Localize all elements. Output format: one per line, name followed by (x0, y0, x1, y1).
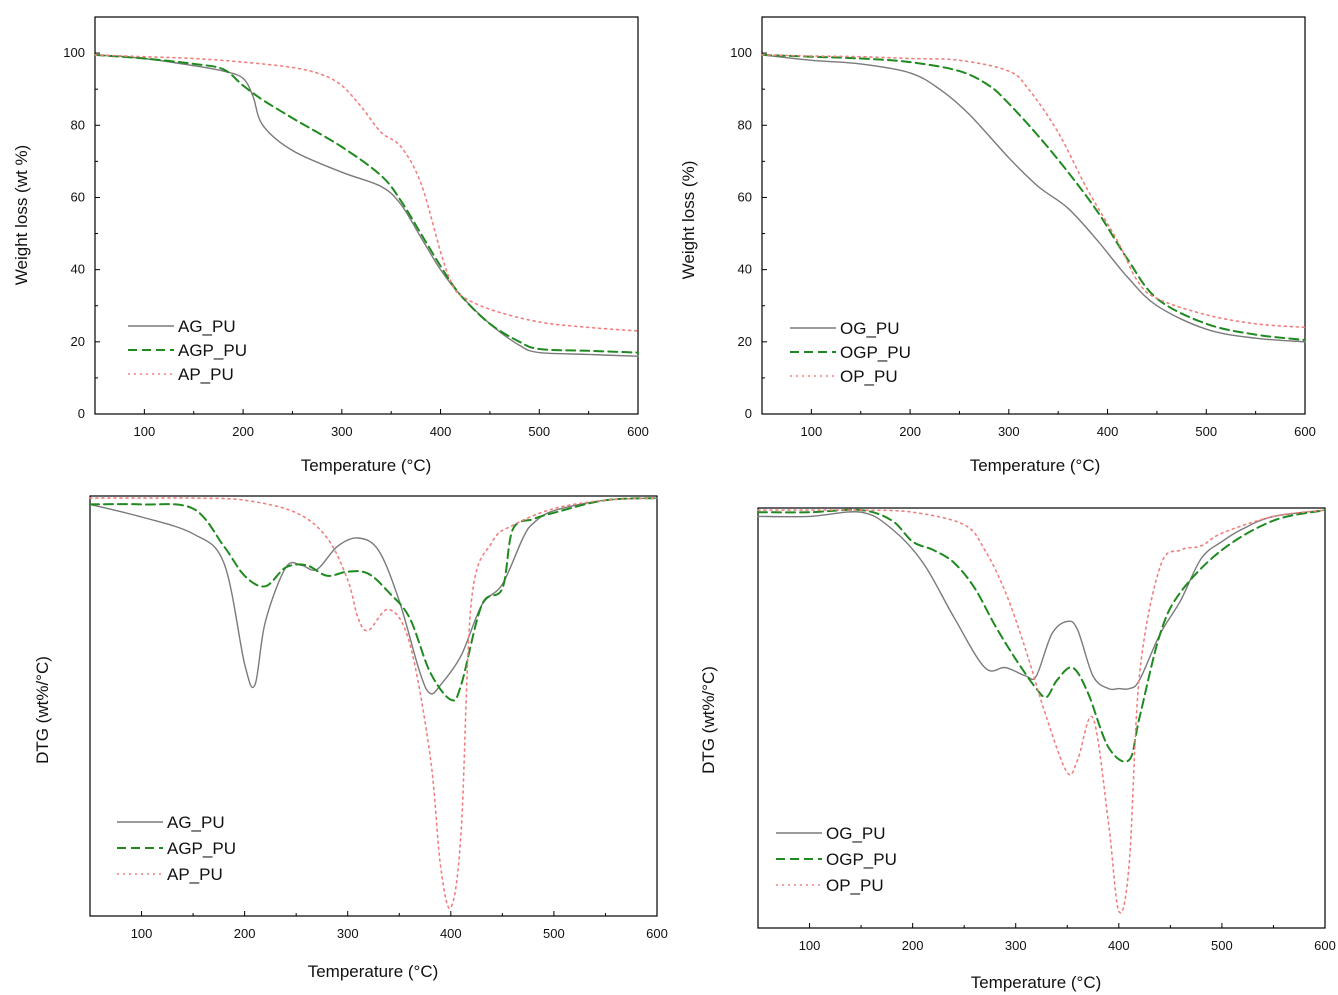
legend-label: OGP_PU (826, 850, 897, 869)
x-tick-label: 100 (799, 938, 821, 953)
y-tick-label: 0 (745, 406, 752, 421)
y-tick-label: 40 (738, 262, 752, 277)
x-ticks: 100 200 300 400 500 600 (757, 923, 1336, 953)
y-tick-label: 80 (71, 117, 85, 132)
x-axis-title: Temperature (°C) (970, 456, 1101, 475)
legend-label: OG_PU (826, 824, 886, 843)
y-axis-title: DTG (wt%/°C) (699, 666, 718, 774)
x-ticks: 100 200 300 400 500 600 (761, 409, 1316, 439)
x-axis-title: Temperature (°C) (308, 962, 439, 981)
plot-frame (94, 16, 639, 415)
x-tick-label: 400 (1108, 938, 1130, 953)
x-tick-label: 100 (801, 424, 823, 439)
legend-label: AP_PU (167, 865, 223, 884)
x-tick-label: 100 (131, 926, 153, 941)
x-tick-label: 600 (646, 926, 668, 941)
panel-tga-o: 100 200 300 400 500 600 0 20 40 60 80 100 Temperat… (679, 16, 1316, 475)
plot-frame (89, 495, 658, 917)
y-tick-label: 100 (730, 45, 752, 60)
y-tick-label: 20 (738, 334, 752, 349)
x-ticks: 100 200 300 400 500 600 (94, 409, 649, 439)
panel-dtg-a: 100 200 300 400 500 600 Temperature (°C) DTG … (33, 495, 668, 981)
y-axis-title: DTG (wt%/°C) (33, 656, 52, 764)
legend: OG_PU OGP_PU OP_PU (776, 824, 897, 895)
series-line-op-pu (761, 54, 1306, 329)
y-axis-title: Weight loss (%) (679, 161, 698, 280)
x-tick-label: 300 (331, 424, 353, 439)
legend: AG_PU AGP_PU AP_PU (128, 317, 247, 384)
y-ticks: 0 20 40 60 80 100 (63, 45, 100, 421)
legend-label: OP_PU (840, 367, 898, 386)
x-tick-label: 300 (998, 424, 1020, 439)
x-tick-label: 600 (627, 424, 649, 439)
series-line-og-pu (761, 54, 1306, 343)
y-tick-label: 60 (738, 189, 752, 204)
x-tick-label: 400 (430, 424, 452, 439)
series-line-ag-pu (89, 497, 658, 695)
x-tick-label: 200 (232, 424, 254, 439)
series-line-agp-pu (89, 497, 658, 702)
y-tick-label: 80 (738, 117, 752, 132)
series-line-ag-pu (94, 54, 639, 357)
series-lines (761, 53, 1306, 343)
panel-tga-a: 100 200 300 400 500 600 0 20 40 60 80 100 Temperat… (12, 16, 649, 475)
y-ticks: 0 20 40 60 80 100 (730, 45, 767, 421)
legend-label: OP_PU (826, 876, 884, 895)
series-line-agp-pu (94, 53, 639, 354)
plot-frame (761, 16, 1306, 415)
series-line-ogp-pu (761, 53, 1306, 341)
legend-label: AP_PU (178, 365, 234, 384)
panel-dtg-o: 100 200 300 400 500 600 Temperature (°C) DTG … (699, 507, 1336, 992)
series-lines (89, 497, 658, 910)
x-tick-label: 200 (902, 938, 924, 953)
legend: AG_PU AGP_PU AP_PU (117, 813, 236, 884)
legend-label: AG_PU (178, 317, 236, 336)
legend-label: OGP_PU (840, 343, 911, 362)
plot-frame (757, 507, 1326, 929)
x-tick-label: 200 (234, 926, 256, 941)
x-tick-label: 300 (337, 926, 359, 941)
y-tick-label: 20 (71, 334, 85, 349)
y-tick-label: 40 (71, 262, 85, 277)
legend-label: OG_PU (840, 319, 900, 338)
x-ticks: 100 200 300 400 500 600 (89, 911, 668, 941)
legend: OG_PU OGP_PU OP_PU (790, 319, 911, 386)
y-tick-label: 0 (78, 406, 85, 421)
y-tick-label: 100 (63, 45, 85, 60)
x-tick-label: 500 (543, 926, 565, 941)
x-tick-label: 400 (1097, 424, 1119, 439)
x-tick-label: 500 (1211, 938, 1233, 953)
x-axis-title: Temperature (°C) (301, 456, 432, 475)
x-tick-label: 600 (1314, 938, 1336, 953)
legend-label: AG_PU (167, 813, 225, 832)
series-line-og-pu (757, 509, 1326, 691)
legend-label: AGP_PU (178, 341, 247, 360)
y-axis-title: Weight loss (wt %) (12, 145, 31, 285)
series-lines (757, 508, 1326, 914)
x-tick-label: 500 (1195, 424, 1217, 439)
series-line-ogp-pu (757, 508, 1326, 763)
y-tick-label: 60 (71, 189, 85, 204)
x-tick-label: 400 (440, 926, 462, 941)
legend-label: AGP_PU (167, 839, 236, 858)
x-tick-label: 300 (1005, 938, 1027, 953)
x-tick-label: 600 (1294, 424, 1316, 439)
series-line-op-pu (757, 509, 1326, 914)
series-line-ap-pu (94, 54, 639, 332)
x-axis-title: Temperature (°C) (971, 973, 1102, 992)
x-tick-label: 100 (134, 424, 156, 439)
x-tick-label: 200 (899, 424, 921, 439)
series-line-ap-pu (89, 497, 658, 910)
x-tick-label: 500 (528, 424, 550, 439)
series-lines (94, 53, 639, 357)
